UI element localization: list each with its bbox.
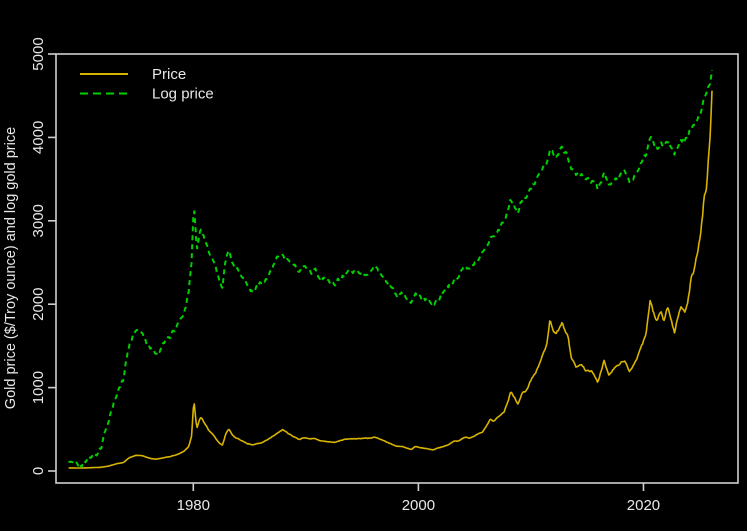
y-axis-tick-label: 4000 — [30, 121, 47, 154]
y-axis-tick-label: 5000 — [30, 37, 47, 70]
legend-price-label: Price — [152, 66, 186, 83]
y-axis-tick-label: 1000 — [30, 371, 47, 404]
price-series-line — [68, 90, 713, 469]
y-axis-tick-label: 0 — [30, 467, 47, 475]
plot-border-box — [55, 53, 739, 484]
x-axis-tick-label: 2000 — [402, 497, 435, 514]
x-axis-tick-label: 2020 — [627, 497, 660, 514]
legend-log-price-label: Log price — [152, 86, 214, 103]
legend: Price Log price — [80, 66, 214, 103]
axes-and-series-layer: 1980 2000 2020 0 1000 2000 3000 4000 5000 — [30, 37, 713, 514]
log-price-series-line — [68, 69, 713, 470]
y-axis-tick-label: 3000 — [30, 204, 47, 237]
y-axis-title: Gold price ($/Troy ounce) and log gold p… — [3, 127, 19, 409]
y-axis-tick-label: 2000 — [30, 288, 47, 321]
x-axis-tick-label: 1980 — [177, 497, 210, 514]
